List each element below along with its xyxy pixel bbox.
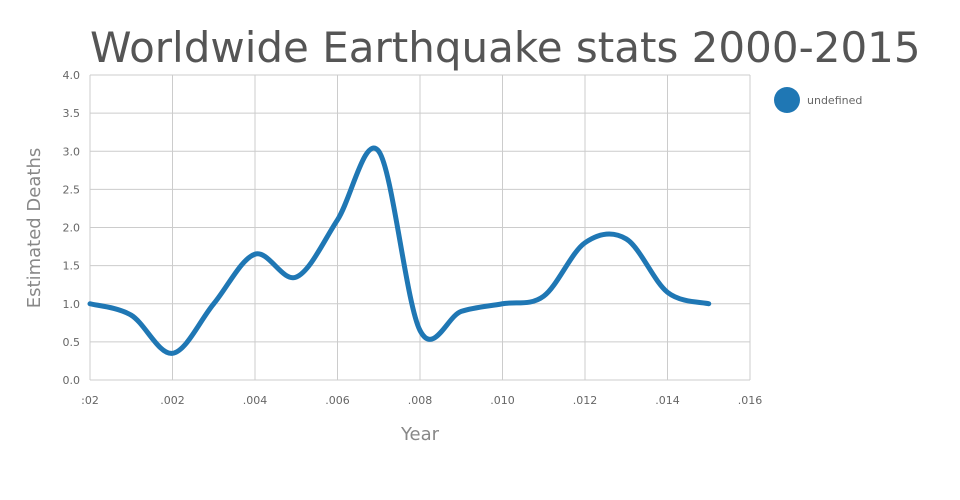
chart-title: Worldwide Earthquake stats 2000-2015 — [90, 23, 921, 72]
x-tick-label: .014 — [655, 394, 680, 407]
x-tick-label: .004 — [243, 394, 268, 407]
y-tick-label: 0.0 — [63, 374, 81, 387]
y-tick-label: 2.5 — [63, 183, 81, 196]
legend-label: undefined — [807, 94, 862, 107]
y-tick-label: 2.0 — [63, 222, 81, 235]
series-line-undefined — [87, 145, 712, 356]
x-tick-label: .012 — [573, 394, 598, 407]
y-tick-label: 3.0 — [63, 145, 81, 158]
x-tick-label: .006 — [325, 394, 350, 407]
legend-marker — [774, 87, 800, 113]
x-tick-label: :02 — [81, 394, 99, 407]
tick-labels: 0.0 0.5 1.0 1.5 2.0 2.5 3.0 3.5 4.0 :02 .002 .004 .0… — [63, 69, 763, 407]
x-tick-label: .008 — [408, 394, 433, 407]
y-tick-label: 3.5 — [63, 107, 81, 120]
x-tick-label: .016 — [738, 394, 763, 407]
legend: undefined — [774, 87, 862, 113]
y-tick-label: 0.5 — [63, 336, 81, 349]
x-tick-label: .002 — [160, 394, 185, 407]
x-axis-label: Year — [400, 424, 440, 445]
y-tick-label: 1.5 — [63, 260, 81, 273]
y-tick-label: 4.0 — [63, 69, 81, 82]
x-tick-label: .010 — [490, 394, 515, 407]
y-tick-label: 1.0 — [63, 298, 81, 311]
y-axis-label: Estimated Deaths — [24, 148, 45, 308]
